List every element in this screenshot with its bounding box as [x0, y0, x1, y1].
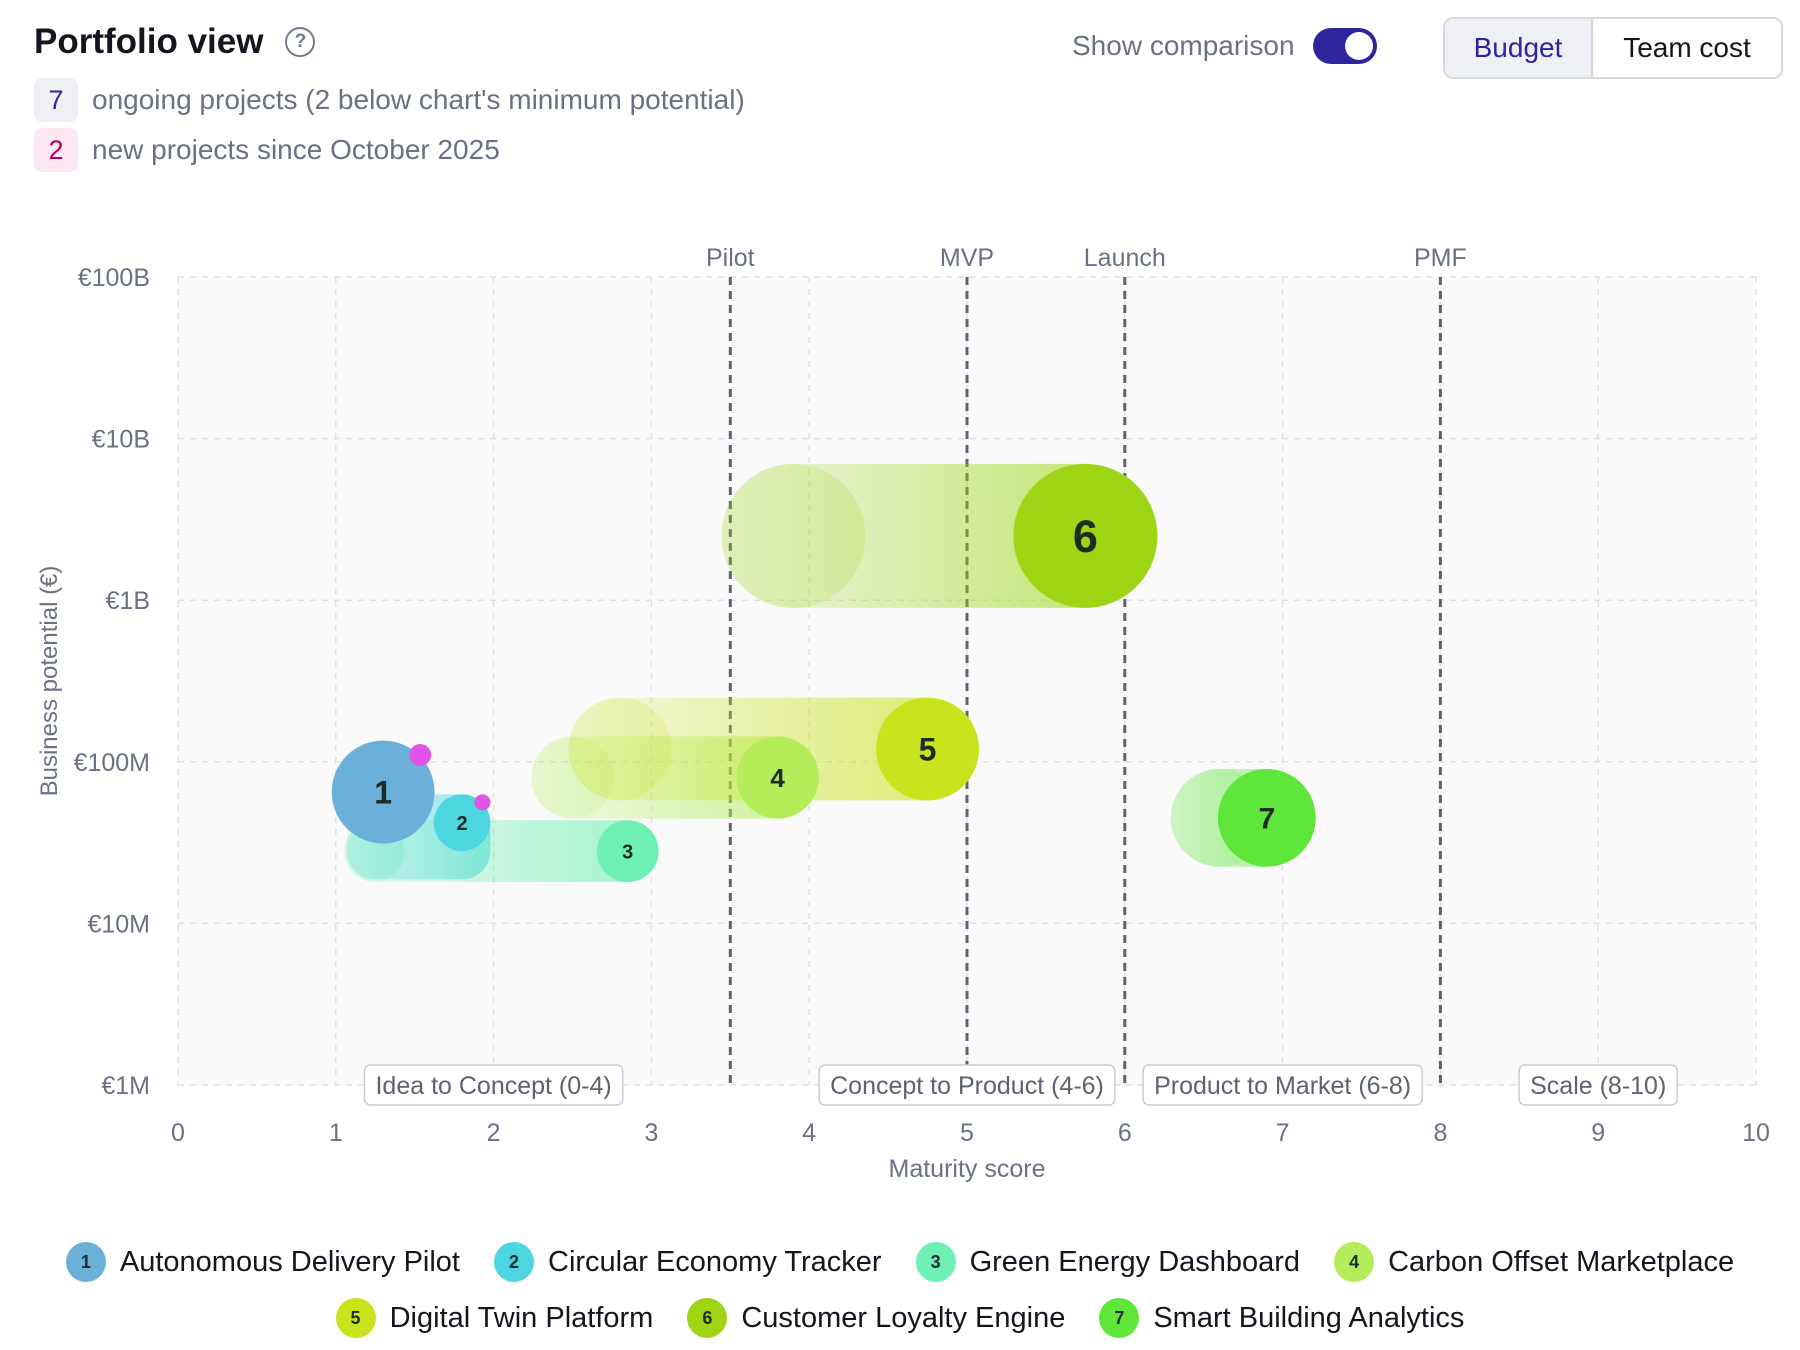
legend-item-4[interactable]: 4 Carbon Offset Marketplace	[1334, 1242, 1734, 1282]
legend-item-3[interactable]: 3 Green Energy Dashboard	[915, 1242, 1301, 1282]
project-bubble-7[interactable]	[1217, 768, 1316, 867]
phase-box	[1142, 1064, 1423, 1106]
x-tick-label: 6	[1118, 1119, 1132, 1147]
legend-item-6[interactable]: 6 Customer Loyalty Engine	[687, 1298, 1065, 1338]
y-tick-label: €1M	[101, 1072, 150, 1100]
y-tick-label: €10B	[92, 426, 150, 454]
x-tick-label: 8	[1433, 1119, 1447, 1147]
legend-label-1: Autonomous Delivery Pilot	[119, 1245, 460, 1278]
y-tick-label: €10M	[87, 910, 150, 938]
x-tick-label: 2	[487, 1119, 501, 1147]
legend-item-5[interactable]: 5 Digital Twin Platform	[335, 1298, 654, 1338]
legend-label-2: Circular Economy Tracker	[548, 1245, 882, 1278]
legend-dot-6: 6	[687, 1298, 728, 1338]
phase-box	[818, 1064, 1116, 1106]
project-bubble-6[interactable]	[1013, 463, 1158, 608]
new-projects-text: new projects since October 2025	[92, 134, 500, 165]
ongoing-projects-stat: 7 ongoing projects (2 below chart's mini…	[34, 78, 745, 122]
new-project-marker-1	[409, 744, 432, 767]
portfolio-chart: 0 1 2 3 4 5 6 7 8 9 10 €1M €10M €100M €1B €10B €100B Matu…	[36, 244, 1770, 1183]
previous-position-6	[721, 463, 866, 608]
phase-box	[363, 1064, 624, 1106]
x-tick-label: 3	[644, 1119, 658, 1147]
budget-tab[interactable]: Budget	[1445, 19, 1593, 77]
legend-label-5: Digital Twin Platform	[389, 1301, 654, 1334]
bubble-label-4: 4	[770, 763, 785, 793]
project-bubble-1[interactable]	[331, 740, 435, 844]
x-tick-label: 4	[802, 1119, 816, 1147]
new-project-marker-2	[474, 794, 491, 811]
legend-dot-7: 7	[1099, 1298, 1140, 1338]
x-tick-label: 5	[960, 1119, 974, 1147]
comparison-toggle-group: Show comparison	[1072, 28, 1377, 64]
question-circle-icon[interactable]: ?	[285, 27, 316, 57]
comparison-trail-3	[344, 820, 659, 882]
toggle-knob	[1344, 32, 1373, 60]
bubble-label-3: 3	[622, 841, 633, 863]
ongoing-projects-text: ongoing projects (2 below chart's minimu…	[92, 84, 745, 115]
x-tick-label: 7	[1276, 1119, 1290, 1147]
x-axis-title: Maturity score	[889, 1155, 1046, 1183]
legend-label-6: Customer Loyalty Engine	[741, 1301, 1066, 1334]
ongoing-count-badge: 7	[34, 78, 78, 122]
phase-label: Idea to Concept (0-4)	[375, 1072, 611, 1100]
x-tick-label: 9	[1591, 1119, 1605, 1147]
bubble-label-1: 1	[374, 775, 392, 811]
new-count-badge: 2	[34, 128, 78, 172]
y-axis-title: Business potential (€)	[36, 566, 63, 797]
y-tick-label: €100B	[78, 264, 150, 292]
legend-dot-2: 2	[494, 1242, 534, 1282]
milestone-label: Pilot	[706, 244, 755, 272]
page-title: Portfolio view	[34, 22, 264, 61]
project-bubble-5[interactable]	[876, 697, 979, 801]
new-projects-stat: 2 new projects since October 2025	[34, 128, 500, 172]
project-bubble-3[interactable]	[596, 820, 659, 882]
y-tick-label: €1B	[106, 587, 150, 615]
x-tick-label: 0	[171, 1119, 185, 1147]
milestone-label: MVP	[940, 244, 994, 272]
legend-item-7[interactable]: 7 Smart Building Analytics	[1099, 1298, 1464, 1338]
legend-item-2[interactable]: 2 Circular Economy Tracker	[494, 1242, 882, 1282]
phase-label: Product to Market (6-8)	[1154, 1072, 1411, 1100]
phase-box	[1518, 1064, 1679, 1106]
legend-dot-3: 3	[915, 1242, 956, 1282]
legend-dot-4: 4	[1334, 1242, 1375, 1282]
legend-label-4: Carbon Offset Marketplace	[1388, 1245, 1735, 1278]
project-bubble-2[interactable]	[433, 794, 491, 851]
legend-item-1[interactable]: 1 Autonomous Delivery Pilot	[65, 1242, 460, 1282]
x-tick-label: 10	[1742, 1119, 1770, 1147]
milestone-label: Launch	[1084, 244, 1166, 272]
comparison-label: Show comparison	[1072, 30, 1295, 61]
phase-label: Scale (8-10)	[1530, 1072, 1666, 1100]
legend-dot-5: 5	[335, 1298, 376, 1338]
legend-dot-1: 1	[65, 1242, 106, 1282]
previous-position-5	[568, 697, 672, 801]
bubble-label-7: 7	[1258, 803, 1275, 836]
team-cost-tab[interactable]: Team cost	[1593, 19, 1781, 77]
project-bubble-4[interactable]	[736, 736, 819, 819]
bubble-label-5: 5	[919, 732, 937, 768]
legend-row-2: 5 Digital Twin Platform 6 Customer Loyalty …	[0, 1298, 1800, 1338]
metric-segmented-control: Budget Team cost	[1443, 17, 1783, 79]
bubble-label-6: 6	[1073, 511, 1098, 562]
legend-label-7: Smart Building Analytics	[1153, 1301, 1465, 1334]
y-tick-label: €100M	[74, 749, 150, 777]
x-tick-label: 1	[329, 1119, 343, 1147]
legend-row-1: 1 Autonomous Delivery Pilot 2 Circular Econ…	[0, 1242, 1800, 1282]
bubble-label-2: 2	[456, 813, 467, 835]
title-row: Portfolio view ?	[34, 22, 316, 62]
comparison-toggle[interactable]	[1312, 28, 1377, 64]
legend-label-3: Green Energy Dashboard	[969, 1245, 1301, 1278]
phase-label: Concept to Product (4-6)	[830, 1072, 1104, 1100]
milestone-label: PMF	[1414, 244, 1467, 272]
